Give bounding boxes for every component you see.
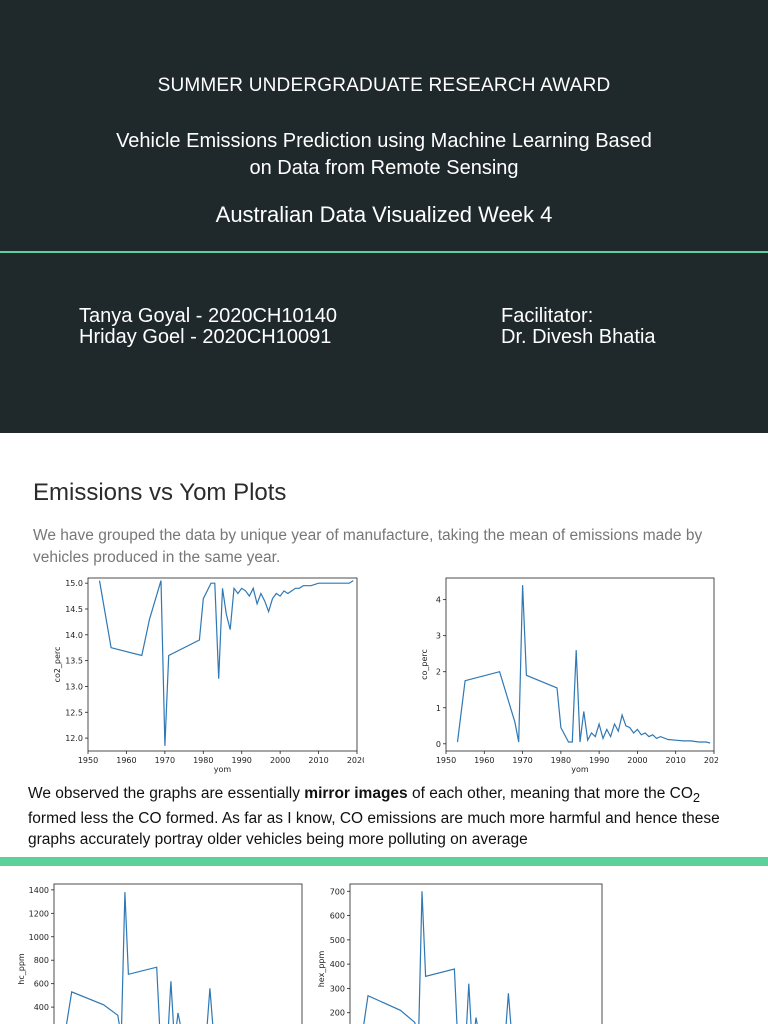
award-title: SUMMER UNDERGRADUATE RESEARCH AWARD <box>157 75 611 96</box>
y-axis-label: co2_perc <box>53 647 62 683</box>
x-tick-label: 2020 <box>347 756 364 765</box>
divider-line <box>0 251 768 253</box>
facilitator-block: Facilitator: Dr. Divesh Bhatia <box>501 306 656 348</box>
chart-hc-ppm: 200400600800100012001400hc_ppm <box>17 883 303 1024</box>
series-line <box>98 580 354 746</box>
observation-part-1: We observed the graphs are essentially <box>28 785 305 802</box>
plot-frame <box>87 577 358 752</box>
y-tick-label: 1400 <box>29 886 49 895</box>
x-tick-label: 1990 <box>589 756 609 765</box>
y-tick-label: 1200 <box>29 909 49 918</box>
y-tick-label: 12.0 <box>65 734 83 743</box>
x-tick-label: 2000 <box>270 756 290 765</box>
project-title-line-2: on Data from Remote Sensing <box>249 157 519 179</box>
x-tick-label: 1980 <box>551 756 571 765</box>
plot-frame <box>53 883 303 1024</box>
y-tick-label: 400 <box>330 960 345 969</box>
y-tick-label: 13.5 <box>65 657 83 666</box>
x-tick-label: 1970 <box>155 756 175 765</box>
x-tick-label: 2020 <box>704 756 718 765</box>
project-title: Vehicle Emissions Prediction using Machi… <box>60 128 708 182</box>
x-tick-label: 1960 <box>116 756 136 765</box>
x-tick-label: 1980 <box>193 756 213 765</box>
observation-bold: mirror images <box>304 785 408 802</box>
x-tick-label: 1950 <box>436 756 456 765</box>
y-tick-label: 2 <box>436 668 441 677</box>
chart-hex-ppm: 100200300400500600700hex_ppm <box>317 883 603 1024</box>
y-tick-label: 4 <box>436 596 441 605</box>
y-tick-label: 1000 <box>29 933 49 942</box>
x-tick-label: 1990 <box>232 756 252 765</box>
title-slide: SUMMER UNDERGRADUATE RESEARCH AWARD Vehi… <box>0 0 768 433</box>
x-tick-label: 1960 <box>474 756 494 765</box>
slide-description: We have grouped the data by unique year … <box>33 527 703 566</box>
observation-subscript: 2 <box>692 790 701 806</box>
week-subtitle: Australian Data Visualized Week 4 <box>215 202 553 227</box>
y-tick-label: 13.0 <box>65 682 83 691</box>
project-title-line-1: Vehicle Emissions Prediction using Machi… <box>116 130 652 152</box>
x-axis-label: yom <box>571 765 589 774</box>
y-tick-label: 600 <box>330 912 345 921</box>
y-tick-label: 400 <box>34 1003 49 1012</box>
y-axis-label: hex_ppm <box>317 951 326 988</box>
series-line <box>363 891 512 1024</box>
observation-part-3: formed less the CO formed. As far as I k… <box>28 810 720 849</box>
x-tick-label: 1970 <box>512 756 532 765</box>
y-tick-label: 300 <box>330 984 345 993</box>
y-tick-label: 600 <box>34 980 49 989</box>
plot-frame <box>445 577 715 752</box>
y-tick-label: 15.0 <box>65 579 83 588</box>
chart-co2-perc: 12.0 12.5 13.0 13.5 14.0 14.5 15.0 1950 1960 1970… <box>53 577 364 774</box>
observation-part-2: of each other, meaning that more the CO <box>407 785 693 802</box>
x-axis-label: yom <box>214 765 232 774</box>
slide-separator-bar <box>0 857 768 866</box>
series-line <box>456 585 711 744</box>
series-line <box>65 892 214 1024</box>
x-tick-label: 2010 <box>666 756 686 765</box>
authors-block: Tanya Goyal - 2020CH10140 Hriday Goel - … <box>79 306 337 348</box>
x-tick-label: 1950 <box>78 756 98 765</box>
plots-slide: Emissions vs Yom Plots We have grouped t… <box>0 433 768 857</box>
observation-text: We observed the graphs are essentially m… <box>28 783 743 850</box>
chart-co-perc: 0 1 2 3 4 1950 1960 1970 1980 1990 2000 2010 2020 yom… <box>420 577 718 774</box>
y-axis-label: co_perc <box>420 649 429 680</box>
y-tick-label: 0 <box>436 740 441 749</box>
y-tick-label: 3 <box>436 632 441 641</box>
y-axis-label: hc_ppm <box>17 953 26 985</box>
y-tick-label: 700 <box>330 887 345 896</box>
y-tick-label: 14.5 <box>65 605 83 614</box>
y-tick-label: 1 <box>436 704 441 713</box>
facilitator-name: Dr. Divesh Bhatia <box>501 326 656 348</box>
plot-frame <box>349 883 603 1024</box>
x-tick-label: 2000 <box>627 756 647 765</box>
slide-title: Emissions vs Yom Plots <box>33 479 287 506</box>
y-tick-label: 800 <box>34 956 49 965</box>
hc-plots-slide: 200400600800100012001400hc_ppm 100200300… <box>0 866 768 1024</box>
y-tick-label: 200 <box>330 1009 345 1018</box>
y-tick-label: 12.5 <box>65 708 83 717</box>
y-tick-label: 14.0 <box>65 631 83 640</box>
author-1: Tanya Goyal - 2020CH10140 <box>79 305 337 327</box>
x-tick-label: 2010 <box>308 756 328 765</box>
facilitator-label: Facilitator: <box>501 305 594 327</box>
y-tick-label: 500 <box>330 936 345 945</box>
author-2: Hriday Goel - 2020CH10091 <box>79 326 332 348</box>
